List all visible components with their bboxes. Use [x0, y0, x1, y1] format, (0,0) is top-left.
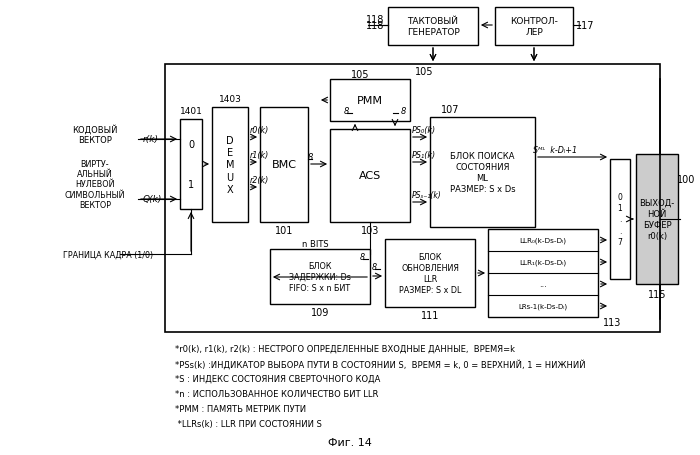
Text: PSₛ₋₁(k): PSₛ₋₁(k)	[412, 191, 442, 200]
Bar	[270, 249, 370, 304]
Bar	[330, 130, 410, 222]
Bar	[488, 229, 598, 317]
Text: 107: 107	[441, 105, 459, 115]
Bar	[165, 65, 660, 332]
Bar	[260, 108, 308, 222]
Text: 8: 8	[344, 107, 349, 116]
Bar	[430, 118, 535, 228]
Bar	[212, 108, 248, 222]
Text: КОНТРОЛ-
ЛЕР: КОНТРОЛ- ЛЕР	[510, 17, 558, 37]
Text: LRs-1(k-Ds-Dₗ): LRs-1(k-Ds-Dₗ)	[519, 303, 568, 309]
Text: 113: 113	[603, 317, 622, 327]
Bar	[610, 160, 630, 279]
Text: ...: ...	[539, 280, 547, 289]
Text: 8: 8	[401, 107, 407, 116]
Text: 8: 8	[360, 253, 365, 262]
Text: 101: 101	[275, 226, 293, 236]
Text: 0
1
.
.
7: 0 1 . . 7	[617, 193, 622, 246]
Text: 109: 109	[311, 307, 329, 317]
Text: 111: 111	[421, 310, 439, 320]
Text: КОДОВЫЙ
ВЕКТОР: КОДОВЫЙ ВЕКТОР	[72, 125, 118, 145]
Bar	[388, 8, 478, 46]
Text: БЛОК ПОИСКА
СОСТОЯНИЯ
ML
РАЗМЕР: S x Ds: БЛОК ПОИСКА СОСТОЯНИЯ ML РАЗМЕР: S x Ds	[449, 152, 515, 194]
Text: БЛОК
ЗАДЕРЖКИ: Ds
FIFO: S x n БИТ: БЛОК ЗАДЕРЖКИ: Ds FIFO: S x n БИТ	[289, 261, 351, 293]
Text: *PSs(k) :ИНДИКАТОР ВЫБОРА ПУТИ В СОСТОЯНИИ S,  ВРЕМЯ = k, 0 = ВЕРХНИЙ, 1 = НИЖНИ: *PSs(k) :ИНДИКАТОР ВЫБОРА ПУТИ В СОСТОЯН…	[175, 359, 586, 369]
Text: 1: 1	[188, 179, 194, 189]
Text: D
E
M
U
X: D E M U X	[225, 136, 234, 195]
Text: BMC: BMC	[272, 160, 297, 170]
Bar	[636, 155, 678, 284]
Text: *LLRs(k) : LLR ПРИ СОСТОЯНИИ S: *LLRs(k) : LLR ПРИ СОСТОЯНИИ S	[175, 419, 322, 428]
Text: 0: 0	[188, 140, 194, 150]
Text: *n : ИСПОЛЬЗОВАННОЕ КОЛИЧЕСТВО БИТ LLR: *n : ИСПОЛЬЗОВАННОЕ КОЛИЧЕСТВО БИТ LLR	[175, 389, 379, 398]
Text: n BITS: n BITS	[302, 240, 328, 249]
Text: ВИРТУ-
АЛЬНЫЙ
НУЛЕВОЙ
СИМВОЛЬНЫЙ
ВЕКТОР: ВИРТУ- АЛЬНЫЙ НУЛЕВОЙ СИМВОЛЬНЫЙ ВЕКТОР	[64, 159, 125, 210]
Text: 8: 8	[307, 153, 313, 162]
Text: БЛОК
ОБНОВЛЕНИЯ
LLR
РАЗМЕР: S x DL: БЛОК ОБНОВЛЕНИЯ LLR РАЗМЕР: S x DL	[399, 252, 461, 294]
Text: 103: 103	[360, 226, 379, 236]
Text: r2(k): r2(k)	[250, 176, 270, 185]
Bar	[330, 80, 410, 122]
Text: Q(k): Q(k)	[143, 195, 162, 204]
Text: *S : ИНДЕКС СОСТОЯНИЯ СВЕРТОЧНОГО КОДА: *S : ИНДЕКС СОСТОЯНИЯ СВЕРТОЧНОГО КОДА	[175, 374, 380, 383]
Text: 105: 105	[351, 70, 370, 80]
Text: ГРАНИЦА КАДРА (1/0): ГРАНИЦА КАДРА (1/0)	[63, 250, 153, 259]
Text: ТАКТОВЫЙ
ГЕНЕРАТОР: ТАКТОВЫЙ ГЕНЕРАТОР	[407, 17, 459, 37]
Text: 1403: 1403	[218, 95, 242, 104]
Text: *PMM : ПАМЯТЬ МЕТРИК ПУТИ: *PMM : ПАМЯТЬ МЕТРИК ПУТИ	[175, 404, 306, 413]
Text: *r0(k), r1(k), r2(k) : НЕСТРОГО ОПРЕДЕЛЕННЫЕ ВХОДНЫЕ ДАННЫЕ,  ВРЕМЯ=k: *r0(k), r1(k), r2(k) : НЕСТРОГО ОПРЕДЕЛЕ…	[175, 344, 515, 353]
Text: PS₁(k): PS₁(k)	[412, 151, 436, 160]
Text: 1401: 1401	[180, 107, 202, 116]
Text: 115: 115	[648, 289, 666, 299]
Text: LLR₁(k-Ds-Dₗ): LLR₁(k-Ds-Dₗ)	[519, 259, 566, 266]
Text: Sᴹᴸ  k-Dₗ+1: Sᴹᴸ k-Dₗ+1	[533, 146, 577, 155]
Text: 8: 8	[372, 263, 377, 272]
Text: ВЫХОД-
НОЙ
БУФЕР
r0(k): ВЫХОД- НОЙ БУФЕР r0(k)	[639, 198, 675, 241]
Text: 118: 118	[366, 15, 384, 25]
Text: ACS: ACS	[359, 171, 381, 181]
Bar	[385, 239, 475, 307]
Text: PS₀(k): PS₀(k)	[412, 126, 436, 135]
Text: 100: 100	[677, 175, 695, 185]
Text: 117: 117	[575, 21, 594, 31]
Bar	[180, 120, 202, 210]
Text: 105: 105	[415, 67, 433, 77]
Text: r0(k): r0(k)	[250, 126, 270, 135]
Text: LLR₀(k-Ds-Dₗ): LLR₀(k-Ds-Dₗ)	[519, 237, 566, 244]
Text: r(k): r(k)	[143, 135, 159, 144]
Text: PMM: PMM	[357, 96, 383, 106]
Text: Фиг. 14: Фиг. 14	[328, 437, 372, 447]
Text: r1(k): r1(k)	[250, 151, 270, 160]
Text: 118: 118	[366, 21, 384, 31]
Bar	[495, 8, 573, 46]
